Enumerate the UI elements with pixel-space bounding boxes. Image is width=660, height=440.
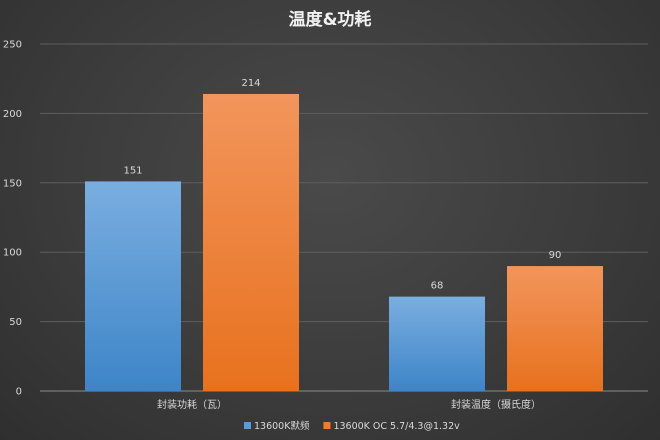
bar bbox=[507, 266, 603, 391]
data-label: 68 bbox=[431, 281, 444, 292]
legend-label: 13600K默频 bbox=[254, 420, 310, 432]
x-axis-categories: 封装功耗（瓦） 封装温度（摄氏度） bbox=[157, 398, 541, 411]
y-tick-label: 100 bbox=[3, 248, 22, 259]
y-tick-label: 0 bbox=[16, 387, 22, 398]
bar bbox=[85, 181, 181, 391]
legend-swatch bbox=[323, 422, 331, 429]
bars bbox=[85, 93, 603, 391]
legend: 13600K默频 13600K OC 5.7/4.3@1.32v bbox=[244, 420, 460, 432]
y-axis-ticks: 0 50 100 150 200 250 bbox=[3, 40, 22, 398]
bar bbox=[389, 296, 485, 391]
y-tick-label: 250 bbox=[3, 40, 22, 51]
y-tick-label: 200 bbox=[3, 109, 22, 120]
chart-title: 温度&功耗 bbox=[289, 9, 372, 30]
data-label: 151 bbox=[123, 165, 142, 176]
data-label: 214 bbox=[241, 78, 260, 89]
y-tick-label: 50 bbox=[9, 317, 22, 328]
legend-label: 13600K OC 5.7/4.3@1.32v bbox=[333, 421, 460, 432]
data-labels: 151 214 68 90 bbox=[123, 78, 561, 292]
data-label: 90 bbox=[549, 250, 562, 261]
legend-swatch bbox=[244, 422, 251, 429]
category-label: 封装功耗（瓦） bbox=[157, 398, 227, 411]
y-tick-label: 150 bbox=[3, 178, 22, 189]
category-label: 封装温度（摄氏度） bbox=[451, 398, 541, 411]
bar bbox=[203, 93, 299, 391]
